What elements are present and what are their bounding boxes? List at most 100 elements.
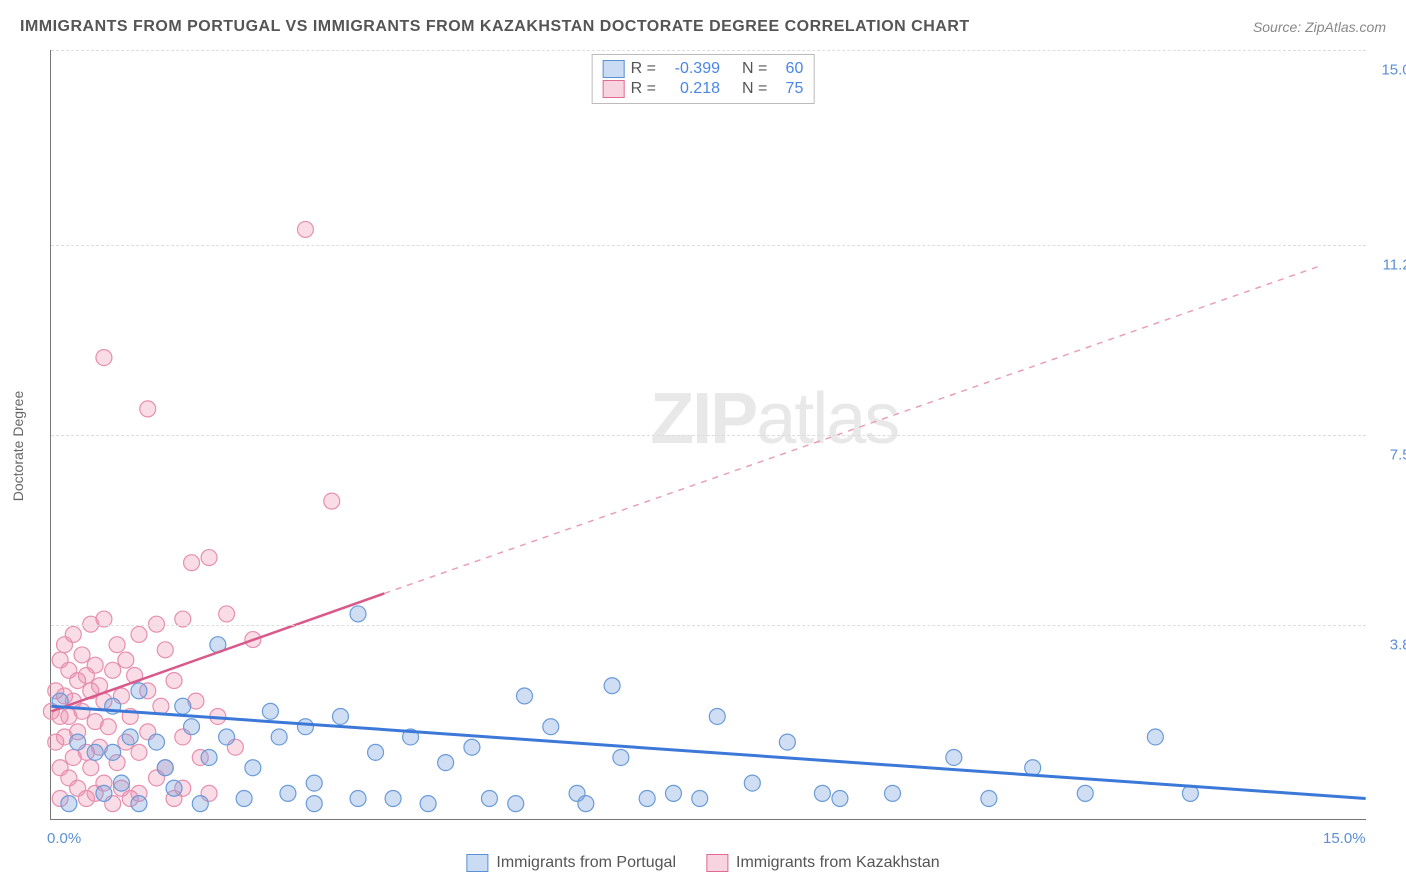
scatter-point-portugal bbox=[508, 796, 524, 812]
scatter-point-portugal bbox=[87, 744, 103, 760]
stats-n-label: N = bbox=[742, 60, 767, 78]
stats-r-label: R = bbox=[631, 60, 656, 78]
source-attribution: Source: ZipAtlas.com bbox=[1253, 19, 1386, 35]
scatter-point-portugal bbox=[175, 698, 191, 714]
scatter-point-portugal bbox=[122, 729, 138, 745]
scatter-point-portugal bbox=[464, 739, 480, 755]
y-axis-title: Doctorate Degree bbox=[10, 391, 26, 502]
scatter-point-kazakhstan bbox=[131, 744, 147, 760]
title-bar: IMMIGRANTS FROM PORTUGAL VS IMMIGRANTS F… bbox=[20, 18, 1386, 36]
legend-label-kazakhstan: Immigrants from Kazakhstan bbox=[736, 854, 940, 872]
y-tick-label: 15.0% bbox=[1381, 62, 1406, 79]
scatter-point-portugal bbox=[192, 796, 208, 812]
scatter-point-kazakhstan bbox=[324, 493, 340, 509]
scatter-point-portugal bbox=[280, 785, 296, 801]
scatter-point-kazakhstan bbox=[153, 698, 169, 714]
stats-n-value: 60 bbox=[773, 60, 803, 78]
scatter-point-kazakhstan bbox=[297, 221, 313, 237]
scatter-point-portugal bbox=[184, 719, 200, 735]
scatter-point-portugal bbox=[517, 688, 533, 704]
scatter-point-portugal bbox=[157, 760, 173, 776]
stats-row-portugal: R = -0.399 N = 60 bbox=[603, 59, 804, 79]
y-tick-label: 3.8% bbox=[1390, 636, 1406, 653]
scatter-point-portugal bbox=[113, 775, 129, 791]
scatter-point-kazakhstan bbox=[96, 350, 112, 366]
scatter-point-portugal bbox=[832, 791, 848, 807]
legend-swatch-kazakhstan bbox=[706, 854, 728, 872]
scatter-point-portugal bbox=[368, 744, 384, 760]
scatter-point-portugal bbox=[350, 791, 366, 807]
scatter-point-kazakhstan bbox=[74, 703, 90, 719]
scatter-point-portugal bbox=[333, 708, 349, 724]
y-tick-label: 11.2% bbox=[1383, 257, 1406, 274]
legend-item-kazakhstan: Immigrants from Kazakhstan bbox=[706, 854, 940, 872]
scatter-point-portugal bbox=[219, 729, 235, 745]
stats-r-value: 0.218 bbox=[662, 80, 720, 98]
scatter-point-kazakhstan bbox=[109, 637, 125, 653]
scatter-point-kazakhstan bbox=[219, 606, 235, 622]
scatter-point-portugal bbox=[779, 734, 795, 750]
scatter-point-portugal bbox=[578, 796, 594, 812]
scatter-point-portugal bbox=[814, 785, 830, 801]
gridline bbox=[51, 625, 1366, 626]
gridline bbox=[51, 435, 1366, 436]
legend-item-portugal: Immigrants from Portugal bbox=[466, 854, 676, 872]
scatter-point-portugal bbox=[543, 719, 559, 735]
legend-label-portugal: Immigrants from Portugal bbox=[496, 854, 676, 872]
scatter-point-portugal bbox=[1147, 729, 1163, 745]
stats-r-label: R = bbox=[631, 80, 656, 98]
scatter-point-portugal bbox=[350, 606, 366, 622]
scatter-point-portugal bbox=[166, 780, 182, 796]
scatter-point-kazakhstan bbox=[166, 673, 182, 689]
scatter-point-portugal bbox=[885, 785, 901, 801]
scatter-point-portugal bbox=[1077, 785, 1093, 801]
scatter-point-portugal bbox=[262, 703, 278, 719]
trend-line bbox=[384, 265, 1322, 593]
scatter-point-portugal bbox=[271, 729, 287, 745]
scatter-point-portugal bbox=[613, 749, 629, 765]
scatter-point-kazakhstan bbox=[184, 555, 200, 571]
x-tick-label: 0.0% bbox=[47, 830, 81, 847]
bottom-legend: Immigrants from Portugal Immigrants from… bbox=[466, 854, 939, 872]
scatter-point-kazakhstan bbox=[201, 550, 217, 566]
scatter-point-portugal bbox=[604, 678, 620, 694]
scatter-point-kazakhstan bbox=[140, 401, 156, 417]
scatter-point-portugal bbox=[245, 760, 261, 776]
source-name: ZipAtlas.com bbox=[1305, 19, 1386, 35]
scatter-point-kazakhstan bbox=[131, 626, 147, 642]
stats-swatch bbox=[603, 60, 625, 78]
scatter-point-portugal bbox=[131, 683, 147, 699]
stats-row-kazakhstan: R = 0.218 N = 75 bbox=[603, 79, 804, 99]
scatter-point-portugal bbox=[981, 791, 997, 807]
scatter-point-portugal bbox=[306, 796, 322, 812]
scatter-point-portugal bbox=[946, 749, 962, 765]
scatter-point-kazakhstan bbox=[87, 657, 103, 673]
scatter-point-portugal bbox=[61, 796, 77, 812]
scatter-point-kazakhstan bbox=[157, 642, 173, 658]
scatter-point-portugal bbox=[481, 791, 497, 807]
scatter-point-portugal bbox=[639, 791, 655, 807]
scatter-point-portugal bbox=[201, 749, 217, 765]
scatter-point-kazakhstan bbox=[118, 652, 134, 668]
scatter-point-kazakhstan bbox=[74, 647, 90, 663]
scatter-point-portugal bbox=[105, 744, 121, 760]
chart-plot-area: ZIPatlas 3.8%7.5%11.2%15.0%0.0%15.0% bbox=[50, 50, 1366, 820]
correlation-stats-box: R = -0.399 N = 60 R = 0.218 N = 75 bbox=[592, 54, 815, 104]
stats-r-value: -0.399 bbox=[662, 60, 720, 78]
scatter-point-portugal bbox=[306, 775, 322, 791]
scatter-point-portugal bbox=[709, 708, 725, 724]
scatter-point-portugal bbox=[692, 791, 708, 807]
scatter-point-portugal bbox=[131, 796, 147, 812]
scatter-point-portugal bbox=[70, 734, 86, 750]
x-tick-label: 15.0% bbox=[1323, 830, 1366, 847]
scatter-point-portugal bbox=[665, 785, 681, 801]
source-prefix: Source: bbox=[1253, 19, 1305, 35]
legend-swatch-portugal bbox=[466, 854, 488, 872]
stats-n-label: N = bbox=[742, 80, 767, 98]
scatter-point-kazakhstan bbox=[100, 719, 116, 735]
scatter-point-portugal bbox=[297, 719, 313, 735]
scatter-point-kazakhstan bbox=[65, 626, 81, 642]
stats-n-value: 75 bbox=[773, 80, 803, 98]
stats-swatch bbox=[603, 80, 625, 98]
scatter-point-portugal bbox=[744, 775, 760, 791]
